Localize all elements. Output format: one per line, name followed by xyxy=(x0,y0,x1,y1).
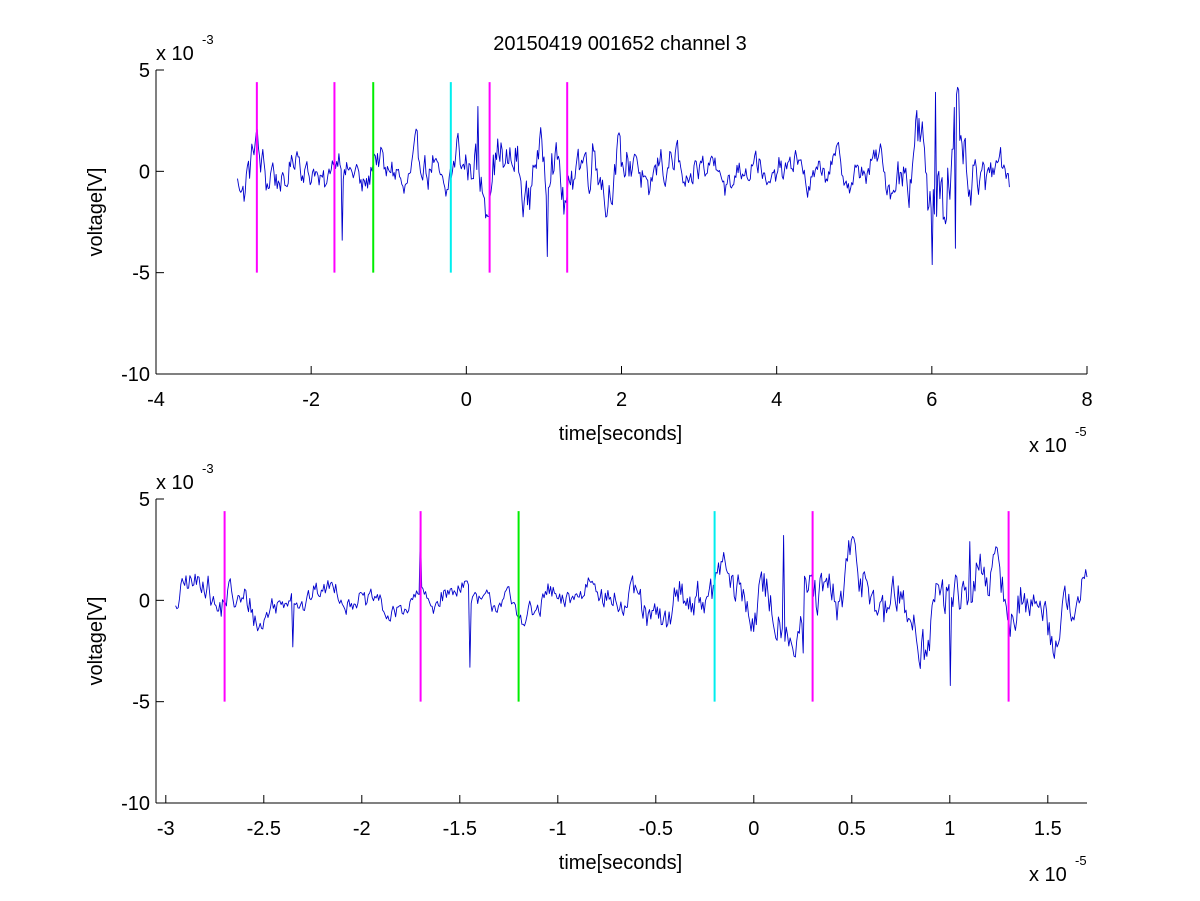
x-tick-label: -2 xyxy=(302,389,320,411)
y-tick-label: 5 xyxy=(139,489,150,511)
y-exponent-label: x 10 xyxy=(156,472,194,494)
y-axis-label: voltage[V] xyxy=(85,597,107,686)
x-tick-label: -3 xyxy=(157,818,175,840)
y-tick-label: -10 xyxy=(121,793,150,815)
x-exponent-label: x 10 xyxy=(1029,435,1067,457)
x-tick-label: 8 xyxy=(1081,389,1092,411)
y-tick-label: 0 xyxy=(139,161,150,183)
x-tick-label: -1 xyxy=(549,818,567,840)
y-exponent-power: -3 xyxy=(202,32,214,47)
y-exponent-label: x 10 xyxy=(156,43,194,65)
voltage-trace xyxy=(237,86,1010,266)
y-tick-label: -10 xyxy=(121,364,150,386)
bottom-plot: -3 -2.5 -2 -1.5 -1 -0.5 0 0.5 1 1.5 -10 -5 0 5 x 10 -3 x… xyxy=(85,461,1088,886)
x-tick-label: 1.5 xyxy=(1034,818,1062,840)
x-tick-label: -1.5 xyxy=(443,818,477,840)
x-exponent-label: x 10 xyxy=(1029,864,1067,886)
x-exponent-power: -5 xyxy=(1075,853,1087,868)
y-exponent-power: -3 xyxy=(202,461,214,476)
y-axis-label: voltage[V] xyxy=(85,168,107,257)
voltage-trace xyxy=(175,526,1088,686)
x-tick-label: -0.5 xyxy=(639,818,673,840)
figure-title: 20150419 001652 channel 3 xyxy=(493,33,747,55)
x-exponent-power: -5 xyxy=(1075,424,1087,439)
x-tick-label: -4 xyxy=(147,389,165,411)
x-tick-label: -2 xyxy=(353,818,371,840)
x-tick-label: 0 xyxy=(461,389,472,411)
x-tick-label: 0 xyxy=(748,818,759,840)
y-tick-label: -5 xyxy=(132,692,150,714)
x-tick-label: 1 xyxy=(944,818,955,840)
y-tick-label: -5 xyxy=(132,263,150,285)
x-tick-label: 2 xyxy=(616,389,627,411)
x-tick-label: 0.5 xyxy=(838,818,866,840)
x-tick-label: -2.5 xyxy=(247,818,281,840)
y-tick-label: 0 xyxy=(139,590,150,612)
x-axis-label: time[seconds] xyxy=(559,423,682,445)
y-tick-label: 5 xyxy=(139,60,150,82)
top-plot: -4 -2 0 2 4 6 8 -10 -5 0 5 x 10 -3 x 10 -5 time[seconds… xyxy=(85,32,1093,457)
x-tick-label: 6 xyxy=(926,389,937,411)
x-tick-label: 4 xyxy=(771,389,782,411)
x-axis-label: time[seconds] xyxy=(559,852,682,874)
